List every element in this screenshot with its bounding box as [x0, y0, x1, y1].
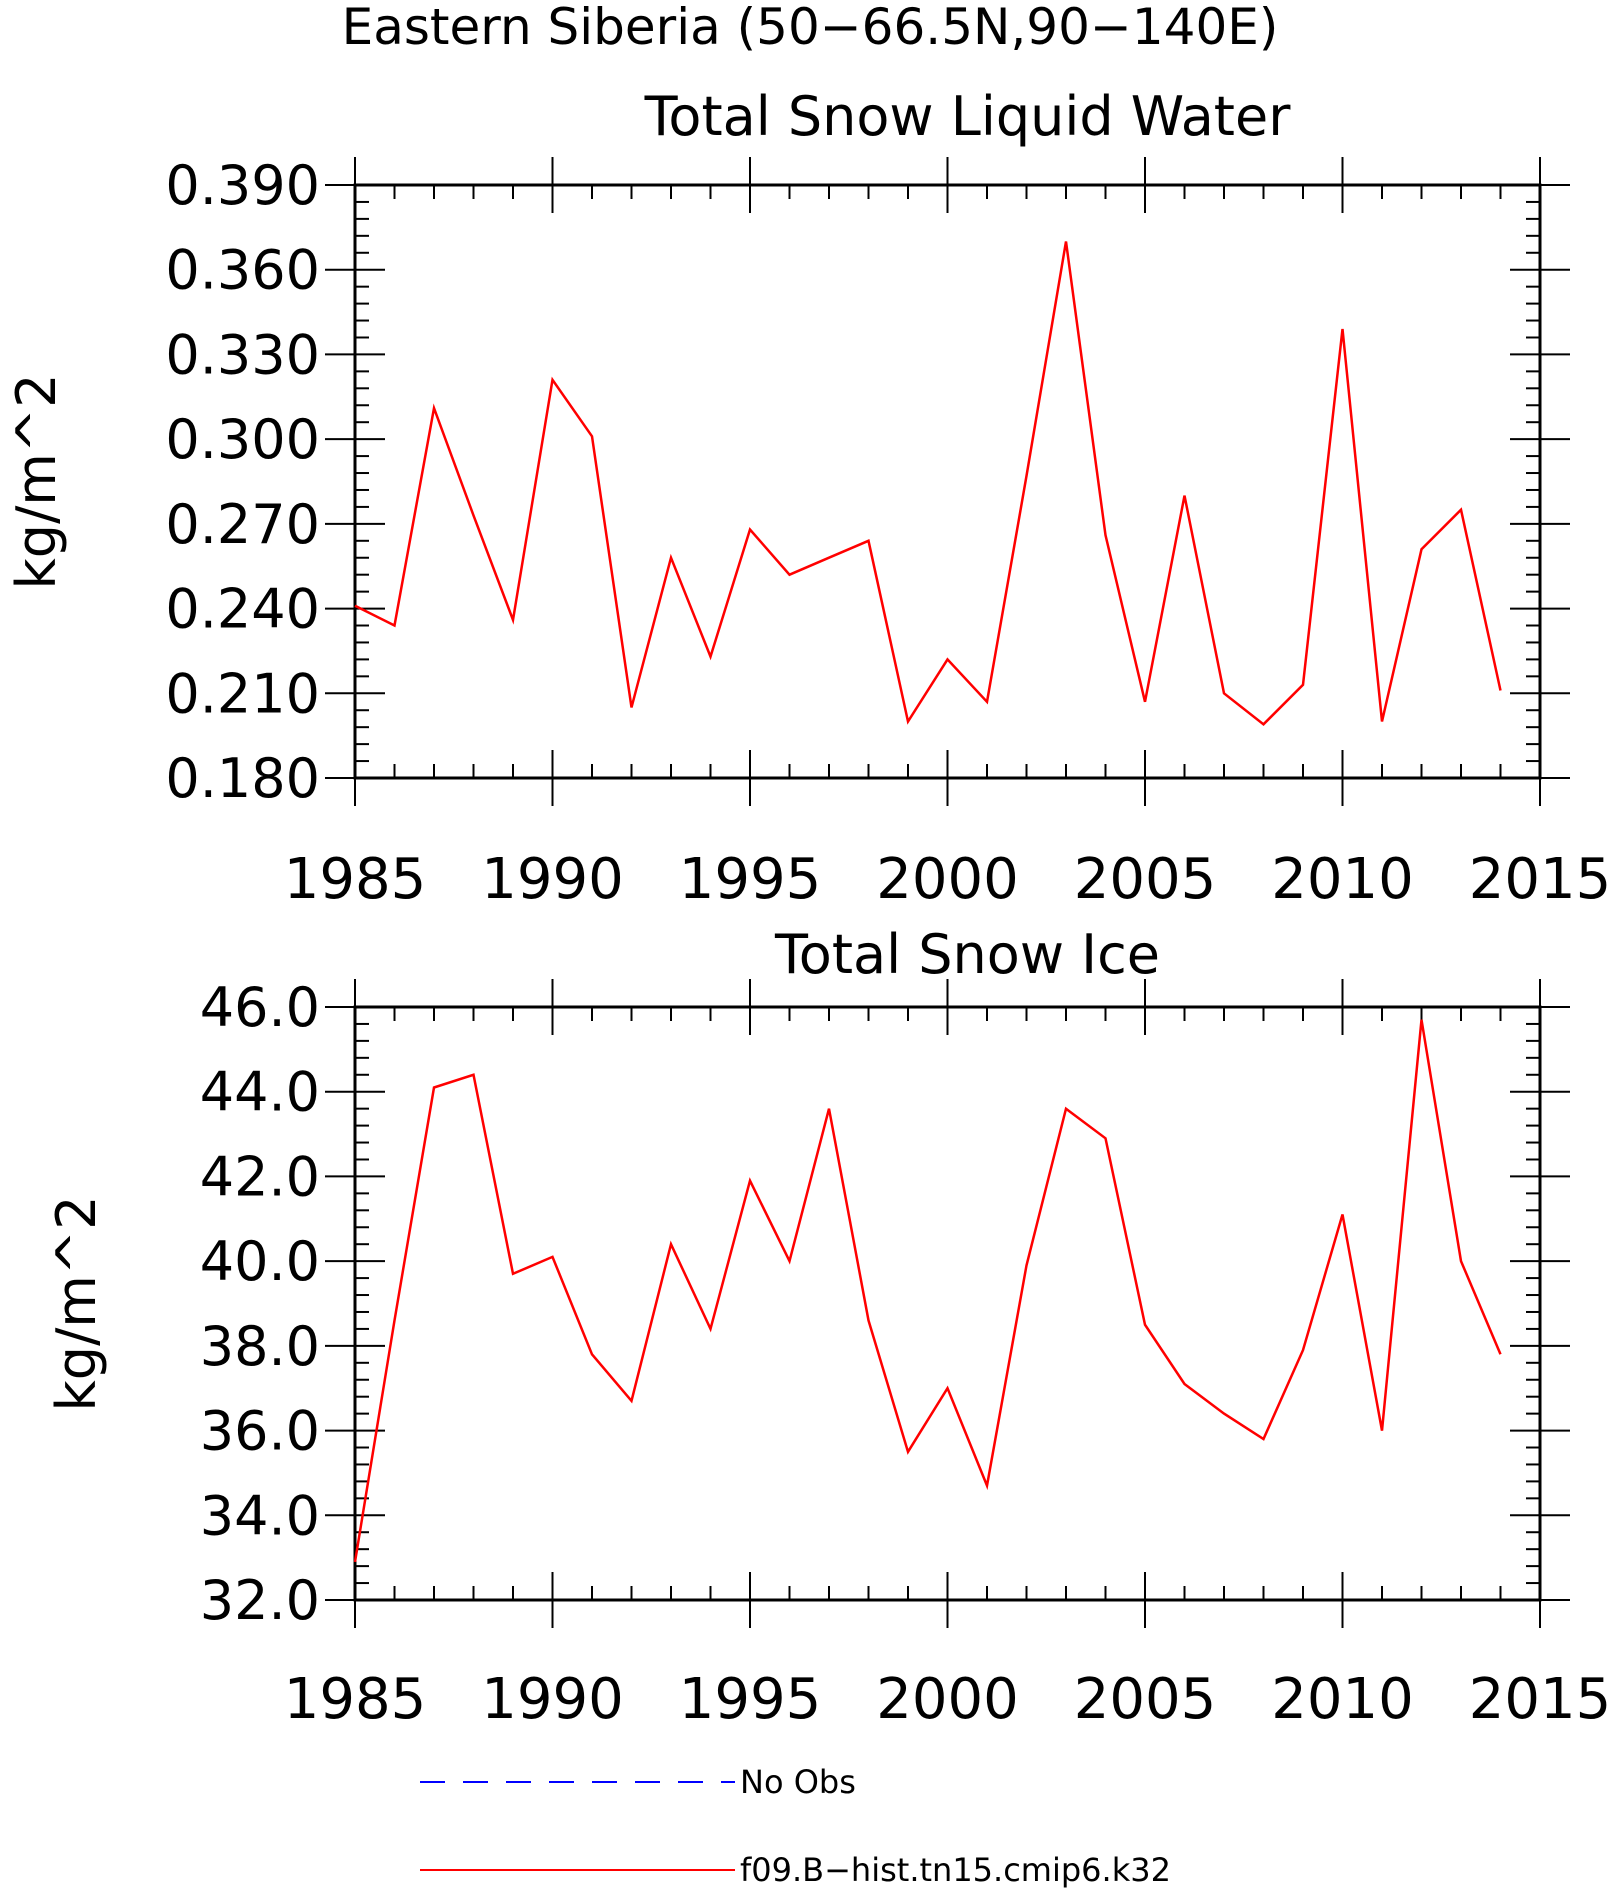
y-tick-label: 42.0: [200, 1145, 320, 1208]
y-tick-label: 0.210: [165, 662, 320, 725]
y-tick-label: 32.0: [200, 1569, 320, 1632]
x-tick-label: 2015: [1469, 847, 1612, 912]
x-tick-label: 2015: [1469, 1667, 1612, 1732]
y-tick-label: 38.0: [200, 1315, 320, 1378]
x-tick-label: 2000: [876, 1667, 1019, 1732]
x-tick-label: 1990: [481, 847, 624, 912]
x-tick-label: 2005: [1074, 1667, 1217, 1732]
panel-title: Total Snow Ice: [774, 923, 1160, 986]
panel-title: Total Snow Liquid Water: [644, 85, 1292, 148]
panel-snow-ice: Total Snow Ice 1985 1990 1995 2000 2005 2010 20…: [45, 923, 1611, 1732]
y-tick-label: 0.360: [165, 239, 320, 302]
x-tick-label: 2010: [1271, 847, 1414, 912]
series-line: [353, 1019, 1502, 1563]
figure-title: Eastern Siberia (50−66.5N,90−140E): [342, 0, 1279, 56]
x-tick-label: 2005: [1074, 847, 1217, 912]
y-tick-label: 0.330: [165, 323, 320, 386]
y-axis-label: kg/m^2: [45, 1196, 108, 1412]
x-tick-label: 2010: [1271, 1667, 1414, 1732]
y-tick-label: 0.180: [165, 747, 320, 810]
y-tick-label: 40.0: [200, 1230, 320, 1293]
y-tick-label: 46.0: [200, 976, 320, 1039]
panel-liquid-water: Total Snow Liquid Water 1985 1990 1995 2000 2…: [5, 85, 1611, 912]
x-tick-label: 2000: [876, 847, 1019, 912]
y-axis-label: kg/m^2: [5, 374, 68, 590]
x-tick-label: 1985: [284, 847, 427, 912]
legend-label: f09.B−hist.tn15.cmip6.k32: [740, 1851, 1171, 1889]
y-tick-label: 0.270: [165, 493, 320, 556]
plot-frame: [353, 1005, 1542, 1602]
y-tick-label: 36.0: [200, 1400, 320, 1463]
legend: No Obs f09.B−hist.tn15.cmip6.k32: [420, 1763, 1171, 1889]
plot-frame: [353, 183, 1542, 780]
x-tick-label: 1990: [481, 1667, 624, 1732]
x-tick-label: 1985: [284, 1667, 427, 1732]
legend-label: No Obs: [740, 1763, 856, 1801]
series-line: [354, 241, 1502, 726]
x-tick-label: 1995: [679, 847, 822, 912]
y-tick-label: 44.0: [200, 1061, 320, 1124]
y-tick-label: 0.390: [165, 154, 320, 217]
y-tick-label: 34.0: [200, 1484, 320, 1547]
y-tick-label: 0.300: [165, 408, 320, 471]
y-tick-label: 0.240: [165, 578, 320, 641]
x-tick-label: 1995: [679, 1667, 822, 1732]
